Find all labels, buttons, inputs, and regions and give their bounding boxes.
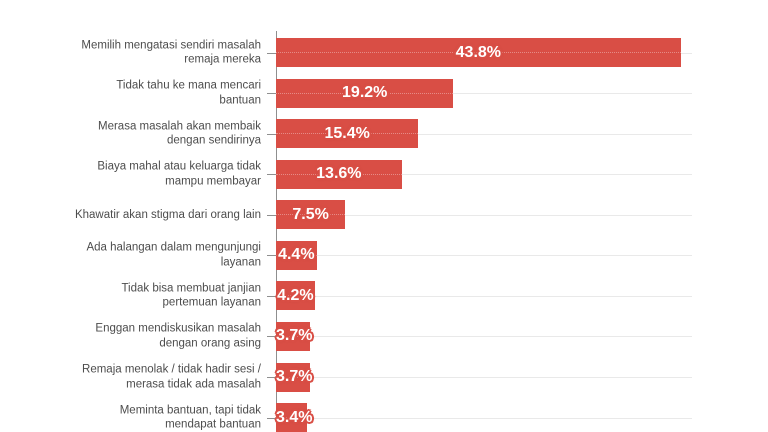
bar <box>276 240 317 270</box>
category-label: Merasa masalah akan membaik dengan sendir… <box>21 119 261 148</box>
value-label: 19.2% <box>342 84 388 102</box>
category-label: Tidak bisa membuat janjian pertemuan laya… <box>21 281 261 310</box>
category-label-line: Merasa masalah akan membaik <box>98 120 261 133</box>
category-tick <box>267 214 276 216</box>
category-label: Khawatir akan stigma dari orang lain <box>21 208 261 223</box>
gridline <box>276 377 692 379</box>
category-tick <box>267 295 276 297</box>
bar <box>276 200 346 230</box>
category-label-line: Ada halangan dalam mengunjungi <box>86 241 261 254</box>
value-label: 3.7% <box>276 327 313 345</box>
value-label: 13.6% <box>316 165 362 183</box>
bar <box>276 159 402 189</box>
category-label-line: mampu membayar <box>165 175 261 188</box>
bar <box>276 321 311 351</box>
gridline <box>276 133 692 135</box>
category-label-line: dengan orang asing <box>159 337 261 350</box>
category-label-line: layanan <box>220 256 261 269</box>
category-label-line: merasa tidak ada masalah <box>126 378 261 391</box>
bar <box>276 38 681 67</box>
category-tick <box>267 52 276 54</box>
category-tick <box>267 417 276 419</box>
category-label-line: Remaja menolak / tidak hadir sesi / <box>82 363 261 376</box>
category-label-line: Khawatir akan stigma dari orang lain <box>74 208 261 221</box>
bar <box>276 281 315 311</box>
category-tick <box>267 133 276 135</box>
y-axis-line <box>276 31 277 432</box>
value-label: 4.4% <box>278 246 315 264</box>
gridline <box>276 417 692 419</box>
category-tick <box>267 377 276 379</box>
category-label: Tidak tahu ke mana mencari bantuan <box>21 79 261 108</box>
value-label: 15.4% <box>324 124 370 142</box>
category-label: Enggan mendiskusikan masalah dengan orang… <box>21 322 261 351</box>
category-label-line: Meminta bantuan, tapi tidak <box>119 404 261 417</box>
value-label: 3.4% <box>276 408 313 426</box>
category-tick <box>267 336 276 338</box>
gridline <box>276 93 692 95</box>
category-tick <box>267 93 276 95</box>
gridline <box>276 295 692 297</box>
category-label: Meminta bantuan, tapi tidak mendapat bant… <box>21 403 261 432</box>
category-label: Remaja menolak / tidak hadir sesi / meras… <box>21 363 261 392</box>
category-label-line: dengan sendirinya <box>167 134 261 147</box>
bar <box>276 403 308 432</box>
category-label-line: Tidak tahu ke mana mencari <box>116 79 261 92</box>
gridline <box>276 214 692 216</box>
category-label-line: pertemuan layanan <box>162 296 261 309</box>
gridline <box>276 174 692 176</box>
bar <box>276 362 311 392</box>
value-label: 43.8% <box>455 43 502 61</box>
gridline <box>276 336 692 338</box>
value-label: 7.5% <box>292 205 329 223</box>
category-label: Memilih mengatasi sendiri masalah remaja … <box>21 38 261 67</box>
category-label: Ada halangan dalam mengunjungi layanan <box>21 241 261 270</box>
category-label: Biaya mahal atau keluarga tidak mampu mem… <box>21 160 261 189</box>
category-tick <box>267 174 276 176</box>
bar <box>276 119 419 149</box>
category-label-line: remaja mereka <box>184 53 261 66</box>
category-label-line: mendapat bantuan <box>165 418 261 431</box>
category-label-line: Memilih mengatasi sendiri masalah <box>81 39 261 51</box>
category-label-line: Enggan mendiskusikan masalah <box>95 322 261 335</box>
bar <box>276 78 454 108</box>
category-label-line: Biaya mahal atau keluarga tidak <box>97 160 261 173</box>
category-label-line: Tidak bisa membuat janjian <box>121 282 261 295</box>
value-label: 4.2% <box>277 286 314 304</box>
gridline <box>276 255 692 257</box>
category-label-line: bantuan <box>219 94 261 107</box>
value-label: 3.7% <box>276 368 313 386</box>
category-tick <box>267 255 276 257</box>
